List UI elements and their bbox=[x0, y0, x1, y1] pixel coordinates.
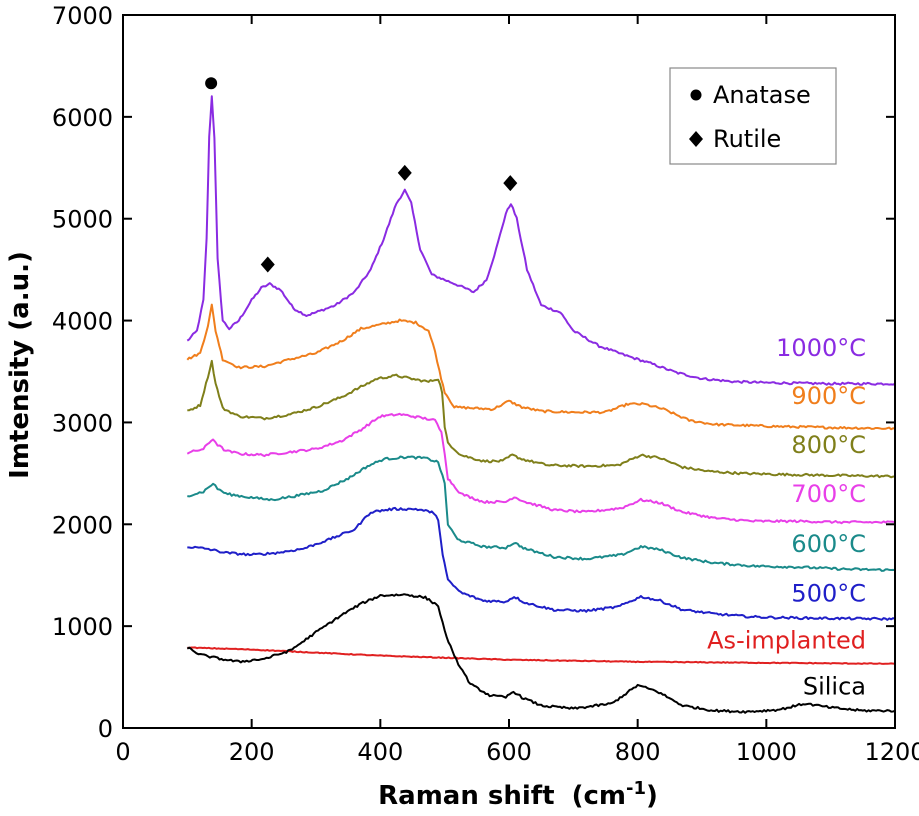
series-line-2 bbox=[187, 359, 896, 479]
series-line-7 bbox=[186, 593, 896, 714]
axis-layer: 0 200 400 600 800 1000 1200 0 1000 2000 3000 4000 50… bbox=[52, 2, 919, 766]
series-label-0: 1000°C bbox=[776, 334, 866, 362]
series-label-5: 500°C bbox=[791, 580, 866, 608]
legend: Anatase Rutile bbox=[669, 67, 837, 165]
series-line-6 bbox=[187, 646, 896, 665]
x-tick-label-0: 0 bbox=[115, 738, 130, 766]
y-tick-label-2: 2000 bbox=[52, 511, 113, 539]
y-tick-label-1: 1000 bbox=[52, 613, 113, 641]
x-axis-title-unit-end: ) bbox=[646, 781, 658, 811]
series-label-2: 800°C bbox=[791, 431, 866, 459]
x-tick-label-3: 600 bbox=[486, 738, 532, 766]
legend-label-anatase: Anatase bbox=[713, 81, 811, 109]
x-axis-title-unit: (cm bbox=[572, 781, 626, 811]
x-axis-title: Raman shift (cm-1) bbox=[378, 778, 658, 811]
y-axis-title: Imtensity (a.u.) bbox=[5, 251, 35, 479]
series-label-1: 900°C bbox=[791, 382, 866, 410]
x-tick-label-6: 1200 bbox=[864, 738, 919, 766]
x-tick-label-2: 400 bbox=[357, 738, 403, 766]
series-label-6: As-implanted bbox=[707, 627, 866, 655]
x-tick-label-4: 800 bbox=[615, 738, 661, 766]
series-line-5 bbox=[187, 506, 896, 621]
series-line-4 bbox=[187, 455, 896, 572]
peak-marker-anatase-0 bbox=[205, 77, 218, 90]
series-label-4: 600°C bbox=[791, 530, 866, 558]
annotation-layer bbox=[205, 77, 518, 273]
series-label-7: Silica bbox=[803, 672, 866, 700]
legend-box bbox=[669, 67, 837, 165]
y-tick-label-3: 3000 bbox=[52, 409, 113, 437]
y-tick-label-0: 0 bbox=[98, 715, 113, 743]
peak-marker-rutile-1 bbox=[260, 256, 275, 273]
y-tick-label-4: 4000 bbox=[52, 308, 113, 336]
y-tick-label-7: 7000 bbox=[52, 2, 113, 30]
series-line-3 bbox=[186, 412, 896, 525]
peak-marker-rutile-2 bbox=[397, 164, 412, 181]
series-line-1 bbox=[186, 303, 896, 431]
legend-label-rutile: Rutile bbox=[713, 125, 781, 153]
legend-circle-marker bbox=[690, 89, 702, 101]
y-tick-label-6: 6000 bbox=[52, 104, 113, 132]
x-tick-label-5: 1000 bbox=[736, 738, 797, 766]
series-label-3: 700°C bbox=[791, 480, 866, 508]
x-axis-title-unit-sup: -1 bbox=[626, 778, 646, 799]
peak-marker-rutile-3 bbox=[503, 175, 518, 192]
series-layer bbox=[186, 95, 896, 714]
x-tick-label-1: 200 bbox=[229, 738, 275, 766]
legend-diamond-marker bbox=[689, 131, 703, 147]
y-tick-label-5: 5000 bbox=[52, 206, 113, 234]
x-axis-title-main: Raman shift bbox=[378, 781, 554, 811]
series-line-0 bbox=[186, 95, 896, 386]
series-label-layer: 1000°C 900°C 800°C 700°C 600°C 500°C As-implan… bbox=[707, 334, 866, 700]
